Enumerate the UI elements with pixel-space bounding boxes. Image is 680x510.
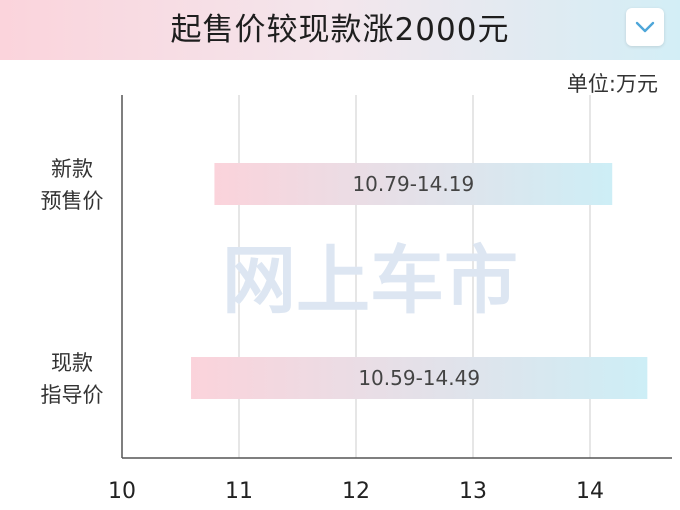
bar-value-label: 10.79-14.19 bbox=[352, 172, 474, 196]
range-bar bbox=[214, 163, 613, 205]
watermark: 网上车市 bbox=[222, 238, 518, 324]
x-tick-label: 13 bbox=[459, 479, 487, 504]
category-label: 新款 bbox=[51, 157, 93, 181]
chevron-down-icon bbox=[635, 21, 655, 33]
category-label: 指导价 bbox=[41, 383, 104, 407]
bar-value-label: 10.59-14.49 bbox=[358, 366, 480, 390]
unit-label: 单位:万元 bbox=[566, 72, 658, 96]
title-bar bbox=[0, 0, 680, 60]
chart-title: 起售价较现款涨2000元 bbox=[170, 12, 510, 48]
dropdown-button[interactable] bbox=[626, 8, 664, 46]
x-tick-label: 10 bbox=[108, 479, 136, 504]
category-label: 现款 bbox=[51, 351, 93, 375]
category-label: 预售价 bbox=[41, 189, 104, 213]
bar-layer bbox=[191, 163, 648, 399]
x-tick-label: 14 bbox=[576, 479, 604, 504]
x-tick-label: 12 bbox=[342, 479, 370, 504]
x-tick-label: 11 bbox=[225, 479, 253, 504]
range-bar bbox=[191, 357, 648, 399]
